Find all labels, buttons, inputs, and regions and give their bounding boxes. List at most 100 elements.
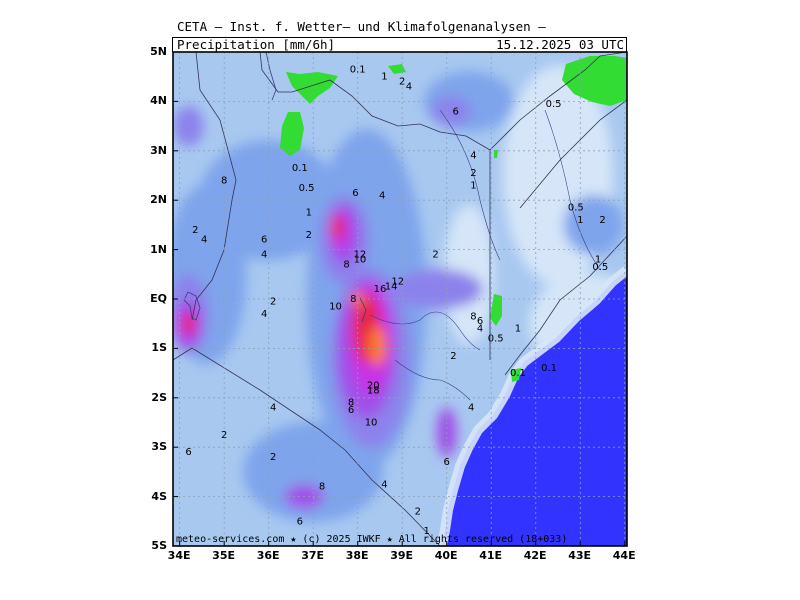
precip-blobs [173,65,627,522]
chart-header-title: CETA – Inst. f. Wetter– und Klimafolgena… [177,19,546,34]
contour-label: 2 [192,225,198,236]
lake-victoria-shore [183,291,201,321]
dry-area [494,150,498,158]
contour-label: 8 [343,259,349,270]
header-box [172,37,627,52]
contour-label: 6 [477,316,483,327]
contour-label: 4 [406,82,412,93]
ethiopia-somalia-border [489,52,627,151]
contour-label: 2 [450,351,456,362]
country-borders [173,52,627,546]
x-tick-label: 44E [612,549,636,562]
y-tick-label: 1N [150,242,167,256]
x-tick-label: 39E [390,549,414,562]
contour-label: 6 [297,516,303,527]
y-tick-label: 4N [150,94,167,108]
lake-turkana [265,52,277,101]
contour-label: 20 [367,380,380,391]
contour-label: 0.1 [350,64,366,75]
kenya-tanzania-border [191,347,441,546]
contour-label: 1 [595,254,601,265]
contour-label: 0.5 [299,183,315,194]
river [359,297,367,323]
y-tick-label: 2N [150,193,167,207]
contour-label: 4 [381,479,387,490]
contour-label: 0.1 [510,368,526,379]
contour-label: 0.5 [546,99,562,110]
contour-label: 2 [270,452,276,463]
contour-label: 6 [352,188,358,199]
y-tick-label: 5N [150,45,167,58]
river [439,109,501,261]
contour-label: 0.1 [541,363,557,374]
indian-ocean [442,270,627,546]
contour-label: 0.5 [592,262,608,273]
contour-label: 18 [367,385,380,396]
dry-area [280,112,304,156]
dry-area [286,72,338,104]
contour-label: 1 [306,208,312,219]
contour-label: 0.1 [292,163,308,174]
contour-label: 1 [577,215,583,226]
contour-label: 4 [379,190,385,201]
sudan-uganda-border [195,52,237,181]
precip-blob [443,204,494,345]
contour-label: 1 [515,324,521,335]
precip-blob [368,325,387,366]
contour-label: 2 [270,296,276,307]
contour-label: 8 [470,311,476,322]
contour-label: 2 [399,77,405,88]
contour-label: 12 [354,250,367,261]
contour-label: 2 [599,215,605,226]
y-tick-label: EQ [150,292,167,305]
precip-blob [182,313,195,334]
contour-label: 0.5 [568,203,584,214]
x-tick-label: 37E [301,549,325,562]
valid-time-label: 15.12.2025 03 UTC [496,37,624,52]
contour-label: 1 [470,180,476,191]
contour-label: 6 [452,106,458,117]
contour-label: 4 [261,309,267,320]
contour-label: 4 [477,324,483,335]
contour-label: 4 [468,403,474,414]
x-tick-label: 42E [523,549,547,562]
lat-lon-grid [173,52,627,546]
contour-label: 1 [381,72,387,83]
coastal-band [437,266,627,546]
precip-blob [173,106,204,147]
contour-label: 14 [385,282,398,293]
contour-label: 1 [424,526,430,537]
contour-label: 8 [221,175,227,186]
border [173,347,193,361]
contour-label: 10 [365,418,378,429]
precip-blob [431,96,472,127]
contour-label: 2 [415,506,421,517]
x-tick-label: 34E [167,549,191,562]
contour-label: 6 [444,457,450,468]
contour-label: 6 [185,447,191,458]
contour-label: 4 [261,250,267,261]
contour-label: 2 [221,430,227,441]
contour-label: 8 [348,398,354,409]
x-tick-label: 35E [212,549,235,562]
somalia-kenya-border [504,235,627,376]
dry-area [511,368,521,382]
y-tick-label: 2S [151,390,167,404]
kenya-uganda-border [191,179,237,321]
x-tick-label: 40E [434,549,458,562]
precip-blob [563,194,624,255]
contour-label: 4 [270,403,276,414]
x-tick-label: 41E [479,549,503,562]
contour-label: 2 [470,168,476,179]
ethiopia-border [519,99,627,209]
contour-label: 8 [350,294,356,305]
precip-blob [392,269,483,310]
contour-label: 0.5 [488,334,504,345]
contour-label: 16 [374,284,387,295]
y-tick-label: 4S [151,489,167,503]
x-tick-label: 43E [568,549,592,562]
contour-label: 12 [391,277,404,288]
